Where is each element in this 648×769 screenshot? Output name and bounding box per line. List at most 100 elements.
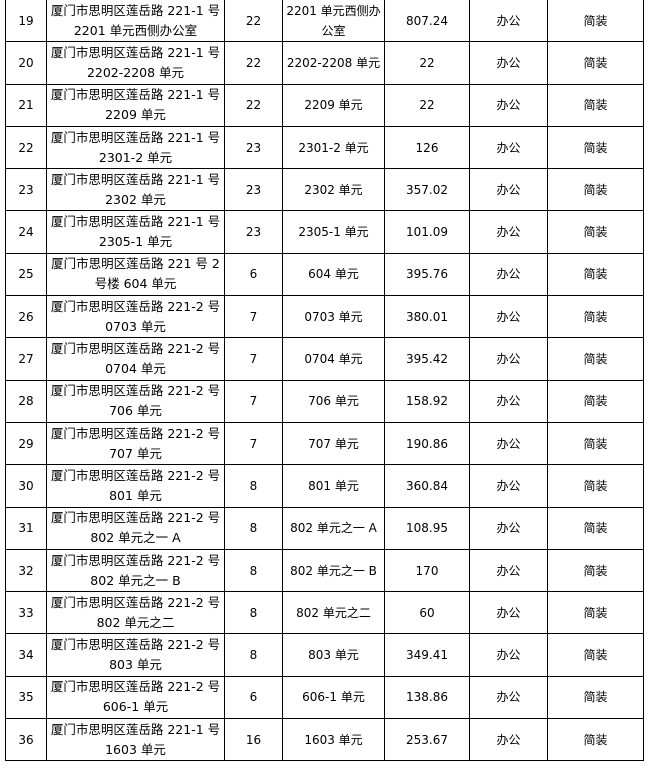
address-cell-text: 2209 单元 bbox=[105, 107, 166, 123]
unit-cell-text: 2209 单元 bbox=[304, 98, 363, 113]
use-cell-text: 办公 bbox=[496, 605, 521, 620]
row-number-text: 24 bbox=[18, 225, 34, 240]
use-cell: 办公 bbox=[469, 41, 548, 85]
unit-cell: 802 单元之一 A bbox=[282, 506, 385, 550]
floor-cell: 22 bbox=[224, 0, 283, 43]
floor-cell-text: 23 bbox=[245, 182, 262, 197]
unit-cell: 1603 单元 bbox=[282, 718, 385, 762]
table-row: 23 厦门市思明区莲岳路 221-1 号 2302 单元 23 2302 单元 357.0… bbox=[5, 168, 644, 212]
row-number: 33 bbox=[5, 591, 47, 635]
floor-cell: 8 bbox=[224, 591, 283, 635]
decoration-cell-text: 简装 bbox=[583, 648, 608, 663]
area-cell: 138.86 bbox=[384, 675, 470, 720]
unit-cell: 706 单元 bbox=[282, 379, 385, 423]
unit-cell-text: 707 单元 bbox=[308, 436, 359, 451]
row-number: 20 bbox=[5, 41, 47, 85]
row-number-text: 27 bbox=[18, 352, 34, 367]
use-cell: 办公 bbox=[469, 337, 548, 381]
decoration-cell: 简装 bbox=[547, 168, 644, 212]
area-cell-text: 349.41 bbox=[406, 648, 448, 663]
unit-cell: 2305-1 单元 bbox=[282, 210, 385, 254]
unit-cell: 2302 单元 bbox=[282, 168, 385, 212]
decoration-cell-text: 简装 bbox=[583, 55, 608, 70]
address-cell: 厦门市思明区莲岳路 221-2 号 801 单元 bbox=[46, 464, 225, 508]
use-cell: 办公 bbox=[469, 506, 548, 550]
address-cell-text: 厦门市思明区莲岳路 221-2 号 bbox=[50, 594, 221, 610]
area-cell: 190.86 bbox=[384, 421, 470, 466]
decoration-cell-text: 简装 bbox=[583, 394, 608, 409]
unit-cell-text: 802 单元之一 B bbox=[290, 563, 377, 578]
area-cell-text: 357.02 bbox=[406, 182, 448, 197]
area-cell-text: 60 bbox=[419, 605, 435, 620]
address-cell-text: 0704 单元 bbox=[105, 361, 166, 377]
table-row: 27 厦门市思明区莲岳路 221-2 号 0704 单元 7 0704 单元 395.42… bbox=[5, 337, 644, 381]
address-cell: 厦门市思明区莲岳路 221-2 号 0704 单元 bbox=[46, 337, 225, 381]
decoration-cell: 简装 bbox=[547, 548, 644, 593]
table-row: 31 厦门市思明区莲岳路 221-2 号 802 单元之一 A 8 802 单元之一 A… bbox=[5, 506, 644, 550]
unit-cell: 802 单元之一 B bbox=[282, 548, 385, 593]
floor-cell: 23 bbox=[224, 125, 283, 170]
floor-cell-text: 22 bbox=[245, 13, 262, 28]
use-cell-text: 办公 bbox=[496, 352, 521, 367]
area-cell-text: 22 bbox=[419, 55, 435, 70]
row-number-text: 31 bbox=[18, 521, 34, 536]
address-cell-text: 606-1 单元 bbox=[102, 699, 169, 715]
address-cell-text: 803 单元 bbox=[109, 657, 162, 673]
floor-cell-text: 22 bbox=[245, 55, 262, 70]
address-cell: 厦门市思明区莲岳路 221-2 号 802 单元之一 A bbox=[46, 506, 225, 550]
decoration-cell-text: 简装 bbox=[583, 98, 608, 113]
address-cell-text: 厦门市思明区莲岳路 221-2 号 bbox=[50, 679, 221, 695]
area-cell: 60 bbox=[384, 591, 470, 635]
use-cell: 办公 bbox=[469, 379, 548, 423]
address-cell-text: 2305-1 单元 bbox=[98, 234, 173, 250]
row-number-text: 30 bbox=[18, 478, 34, 493]
floor-cell: 7 bbox=[224, 295, 283, 339]
decoration-cell-text: 简装 bbox=[583, 352, 608, 367]
row-number: 23 bbox=[5, 168, 47, 212]
row-number-text: 28 bbox=[18, 394, 34, 409]
unit-cell: 802 单元之二 bbox=[282, 591, 385, 635]
use-cell-text: 办公 bbox=[496, 225, 521, 240]
area-cell: 158.92 bbox=[384, 379, 470, 423]
unit-cell-text: 2301-2 单元 bbox=[298, 140, 369, 155]
address-cell-text: 0703 单元 bbox=[105, 318, 166, 334]
table-body: 19 厦门市思明区莲岳路 221-1 号 2201 单元西侧办公室 22 2201 单元… bbox=[5, 0, 644, 762]
row-number-text: 26 bbox=[18, 309, 34, 324]
row-number: 31 bbox=[5, 506, 47, 550]
row-number: 27 bbox=[5, 337, 47, 381]
address-cell-text: 2201 单元西侧办公室 bbox=[73, 22, 198, 38]
address-cell-text: 1603 单元 bbox=[105, 741, 166, 757]
table-row: 22 厦门市思明区莲岳路 221-1 号 2301-2 单元 23 2301-2 单元 1… bbox=[5, 125, 644, 170]
row-number: 26 bbox=[5, 295, 47, 339]
address-cell-text: 厦门市思明区莲岳路 221-1 号 bbox=[50, 2, 221, 18]
row-number: 25 bbox=[5, 252, 47, 297]
floor-cell: 8 bbox=[224, 464, 283, 508]
address-cell: 厦门市思明区莲岳路 221-1 号 2302 单元 bbox=[46, 168, 225, 212]
row-number-text: 35 bbox=[18, 690, 34, 705]
floor-cell: 16 bbox=[224, 718, 283, 762]
area-cell: 126 bbox=[384, 125, 470, 170]
floor-cell: 22 bbox=[224, 41, 283, 85]
address-cell: 厦门市思明区莲岳路 221-1 号 2305-1 单元 bbox=[46, 210, 225, 254]
row-number-text: 34 bbox=[18, 648, 34, 663]
row-number: 29 bbox=[5, 421, 47, 466]
address-cell-text: 厦门市思明区莲岳路 221-2 号 bbox=[50, 341, 221, 357]
unit-cell-text: 604 单元 bbox=[308, 267, 359, 282]
floor-cell: 23 bbox=[224, 210, 283, 254]
row-number-text: 25 bbox=[18, 267, 34, 282]
area-cell: 395.76 bbox=[384, 252, 470, 297]
area-cell: 357.02 bbox=[384, 168, 470, 212]
use-cell-text: 办公 bbox=[496, 648, 521, 663]
address-cell-text: 2202-2208 单元 bbox=[86, 64, 185, 80]
decoration-cell-text: 简装 bbox=[583, 732, 608, 747]
use-cell: 办公 bbox=[469, 464, 548, 508]
decoration-cell: 简装 bbox=[547, 506, 644, 550]
floor-cell-text: 6 bbox=[249, 690, 258, 705]
address-cell-text: 厦门市思明区莲岳路 221-1 号 bbox=[50, 44, 221, 60]
floor-cell: 22 bbox=[224, 83, 283, 127]
use-cell: 办公 bbox=[469, 421, 548, 466]
table-row: 25 厦门市思明区莲岳路 221 号 2 号楼 604 单元 6 604 单元 395.7… bbox=[5, 252, 644, 297]
row-number-text: 29 bbox=[18, 436, 34, 451]
area-cell-text: 22 bbox=[419, 98, 435, 113]
unit-cell-text: 1603 单元 bbox=[304, 732, 363, 747]
